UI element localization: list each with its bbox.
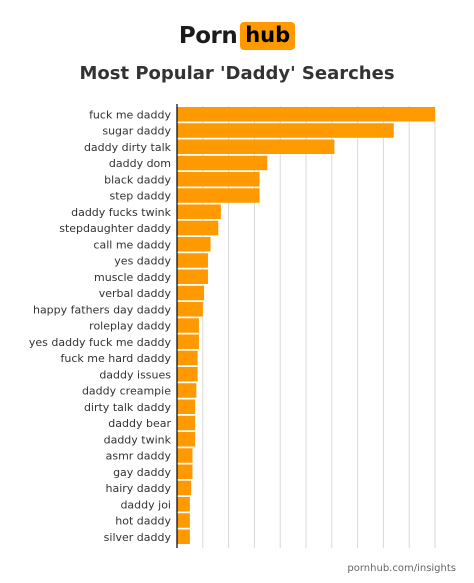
category-label: hot daddy — [115, 515, 171, 528]
bar-daddy-creampie — [177, 383, 197, 398]
bar-sugar-daddy — [177, 123, 394, 138]
bar-verbal-daddy — [177, 285, 205, 301]
category-label: yes daddy fuck me daddy — [29, 336, 172, 349]
category-label: sugar daddy — [102, 125, 171, 138]
category-label: silver daddy — [104, 531, 172, 544]
bar-hairy-daddy — [177, 480, 192, 496]
category-label: hairy daddy — [106, 482, 172, 495]
pornhub-logo: Porn hub — [0, 21, 474, 51]
bar-black-daddy — [177, 172, 260, 187]
bar-yes-daddy-fuck-me-daddy — [177, 334, 199, 349]
category-label: muscle daddy — [94, 271, 171, 284]
bar-daddy-fucks-twink — [177, 204, 221, 219]
category-label: daddy creampie — [82, 385, 171, 398]
category-label: gay daddy — [113, 466, 171, 479]
bar-daddy-joi — [177, 497, 190, 512]
bar-muscle-daddy — [177, 269, 208, 284]
bar-call-me-daddy — [177, 237, 211, 252]
bar-stepdaughter-daddy — [177, 220, 219, 236]
bar-daddy-issues — [177, 367, 198, 382]
category-label: black daddy — [104, 173, 171, 186]
category-label: happy fathers day daddy — [33, 303, 172, 316]
bar-fuck-me-daddy — [177, 107, 435, 122]
bar-daddy-twink — [177, 432, 196, 447]
source-footer: pornhub.com/insights — [347, 563, 456, 574]
bar-yes-daddy — [177, 253, 208, 268]
category-label: daddy twink — [104, 433, 172, 446]
category-label: dirty talk daddy — [84, 401, 172, 414]
bar-hot-daddy — [177, 513, 190, 528]
bar-happy-fathers-day-daddy — [177, 302, 203, 317]
category-label: step daddy — [110, 190, 172, 203]
category-label: verbal daddy — [99, 287, 172, 300]
logo-text-porn: Porn — [178, 23, 238, 49]
category-label: yes daddy — [114, 255, 171, 268]
bar-daddy-bear — [177, 415, 196, 431]
bar-gay-daddy — [177, 464, 193, 479]
logo-text-hub: hub — [240, 22, 296, 50]
bar-silver-daddy — [177, 529, 190, 544]
category-label: daddy bear — [108, 417, 171, 430]
category-label: daddy issues — [99, 368, 171, 381]
category-label: asmr daddy — [106, 450, 172, 463]
bar-dirty-talk-daddy — [177, 399, 196, 414]
category-label: daddy joi — [120, 498, 171, 511]
category-label: daddy fucks twink — [71, 206, 172, 219]
category-label: daddy dom — [109, 157, 171, 170]
category-label: fuck me daddy — [89, 108, 171, 121]
chart-title: Most Popular 'Daddy' Searches — [79, 63, 395, 84]
bar-roleplay-daddy — [177, 318, 199, 333]
category-label: fuck me hard daddy — [61, 352, 172, 365]
category-label: daddy dirty talk — [84, 141, 172, 154]
bar-daddy-dirty-talk — [177, 139, 335, 154]
bar-step-daddy — [177, 188, 260, 203]
category-label: roleplay daddy — [89, 320, 171, 333]
category-label: stepdaughter daddy — [59, 222, 171, 235]
bar-asmr-daddy — [177, 448, 193, 463]
bar-daddy-dom — [177, 155, 268, 171]
bar-fuck-me-hard-daddy — [177, 350, 198, 366]
category-label: call me daddy — [93, 238, 171, 251]
